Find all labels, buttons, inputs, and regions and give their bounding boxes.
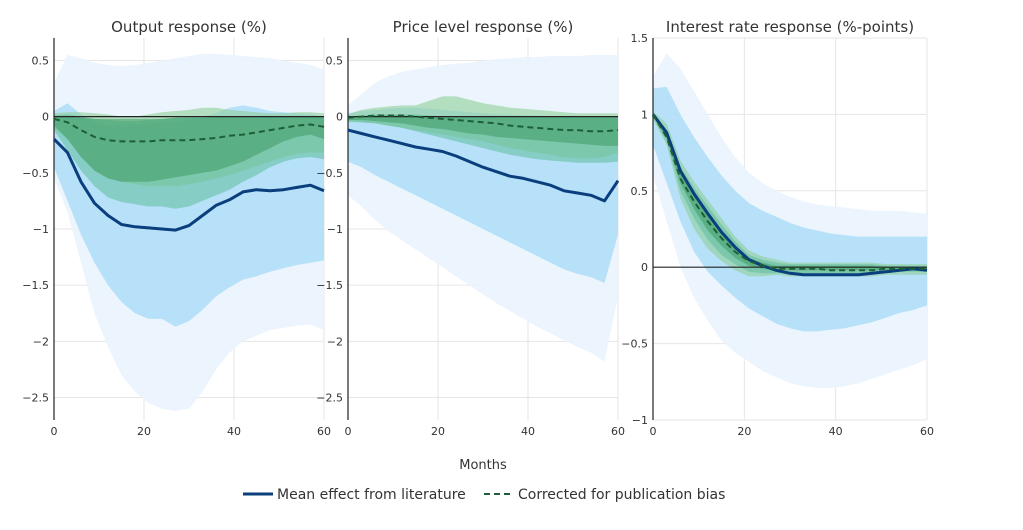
x-tick-label: 60 (317, 425, 331, 438)
x-tick-label: 60 (611, 425, 625, 438)
y-tick-label: −1 (33, 223, 49, 236)
y-tick-label: −1 (632, 414, 648, 427)
y-tick-label: 0 (336, 111, 343, 124)
y-tick-label: 0 (641, 261, 648, 274)
legend-item-mean[interactable]: Mean effect from literature (243, 487, 466, 503)
series-line-corrected (347, 114, 619, 133)
panel-3: 0 20 40 60 1.5 1 0.5 0 −0.5 −1 Interest rate respo… (621, 18, 934, 438)
panel-title: Price level response (%) (393, 18, 574, 36)
x-tick-label: 0 (650, 425, 657, 438)
x-axis-title: Months (459, 458, 507, 473)
y-tick-label: −1 (327, 223, 343, 236)
panel-title: Output response (%) (111, 18, 267, 36)
x-tick-label: 0 (51, 425, 58, 438)
y-tick-label: 0 (42, 111, 49, 124)
series-line-mean (347, 128, 620, 203)
y-tick-label: −1.5 (316, 279, 343, 292)
series-line-corrected (652, 113, 927, 272)
panels: 0 20 40 60 0.5 0 −0.5 −1 −1.5 −2 −2.5 Output respon… (22, 18, 934, 438)
legend-label-corrected: Corrected for publication bias (518, 487, 725, 503)
series-line-corrected (53, 117, 325, 143)
y-tick-label: 1 (641, 108, 648, 121)
y-tick-label: −2.5 (22, 392, 49, 405)
x-tick-label: 0 (345, 425, 352, 438)
x-tick-label: 40 (227, 425, 241, 438)
corrected-band-narrow (54, 116, 324, 182)
y-tick-label: −0.5 (621, 338, 648, 351)
panel-title: Interest rate response (%-points) (666, 18, 914, 36)
legend-label-mean: Mean effect from literature (277, 487, 466, 503)
x-tick-label: 60 (920, 425, 934, 438)
y-tick-label: 0.5 (32, 54, 50, 67)
y-tick-label: 1.5 (631, 32, 649, 45)
panel-2: 0 20 40 60 0.5 0 −0.5 −1 −1.5 −2 −2.5 Price level r… (316, 18, 625, 438)
x-tick-label: 20 (737, 425, 751, 438)
x-tick-label: 40 (521, 425, 535, 438)
y-tick-label: −2 (327, 335, 343, 348)
x-tick-label: 20 (431, 425, 445, 438)
y-tick-label: −0.5 (316, 167, 343, 180)
y-tick-label: 0.5 (631, 185, 649, 198)
series-line-mean (52, 138, 325, 232)
panel-1: 0 20 40 60 0.5 0 −0.5 −1 −1.5 −2 −2.5 Output respon… (22, 18, 331, 438)
y-tick-label: −0.5 (22, 167, 49, 180)
legend: Mean effect from literature Corrected fo… (243, 487, 725, 503)
legend-item-corrected[interactable]: Corrected for publication bias (484, 487, 725, 503)
y-tick-label: −2.5 (316, 392, 343, 405)
y-tick-label: −1.5 (22, 279, 49, 292)
x-tick-label: 20 (137, 425, 151, 438)
x-tick-label: 40 (829, 425, 843, 438)
series-line-mean (651, 113, 928, 277)
y-tick-label: −2 (33, 335, 49, 348)
corrected-band-narrow (348, 115, 618, 146)
y-tick-label: 0.5 (326, 54, 344, 67)
